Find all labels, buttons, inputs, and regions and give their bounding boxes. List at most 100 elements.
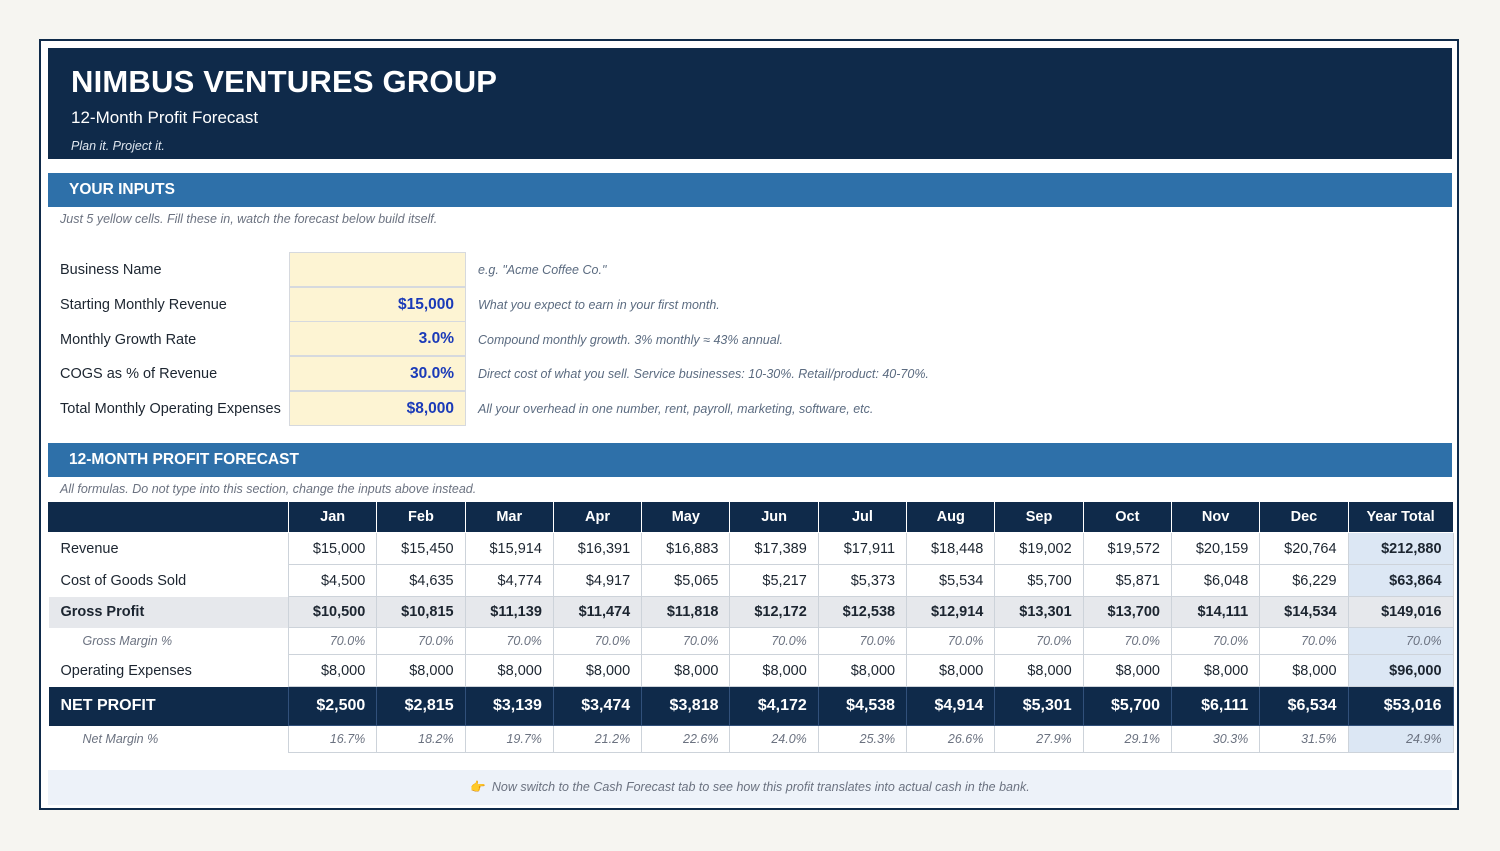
cell-gross-margin-mar[interactable]: 70.0% [464,627,554,655]
cell-net-margin-feb[interactable]: 18.2% [376,725,466,753]
cell-net-profit-jun[interactable]: $4,172 [729,686,819,726]
cell-net-margin-mar[interactable]: 19.7% [464,725,554,753]
cell-net-profit-year-total[interactable]: $53,016 [1347,686,1454,726]
cell-operating-expenses-nov[interactable]: $8,000 [1170,654,1261,687]
cell-gross-profit-nov[interactable]: $14,111 [1170,596,1261,628]
cell-gross-margin-sep[interactable]: 70.0% [994,627,1084,655]
cell-operating-expenses-jul[interactable]: $8,000 [817,654,908,687]
cell-cogs-mar[interactable]: $4,774 [464,564,554,597]
cell-gross-profit-mar[interactable]: $11,139 [464,596,554,628]
cell-gross-margin-oct[interactable]: 70.0% [1082,627,1172,655]
cell-cogs-oct[interactable]: $5,871 [1082,564,1172,597]
cell-revenue-sep[interactable]: $19,002 [994,532,1084,565]
cell-net-margin-dec[interactable]: 31.5% [1259,725,1349,753]
starting-revenue-cell[interactable]: $15,000 [289,287,466,322]
cell-gross-margin-apr[interactable]: 70.0% [552,627,643,655]
cell-net-profit-apr[interactable]: $3,474 [552,686,643,726]
cell-operating-expenses-oct[interactable]: $8,000 [1082,654,1172,687]
cell-net-profit-oct[interactable]: $5,700 [1082,686,1172,726]
cell-revenue-mar[interactable]: $15,914 [464,532,554,565]
cell-gross-profit-may[interactable]: $11,818 [641,596,731,628]
cell-net-profit-nov[interactable]: $6,111 [1170,686,1261,726]
cell-net-margin-aug[interactable]: 26.6% [906,725,996,753]
cell-revenue-apr[interactable]: $16,391 [552,532,643,565]
cell-net-profit-dec[interactable]: $6,534 [1259,686,1349,726]
cell-cogs-nov[interactable]: $6,048 [1170,564,1261,597]
cell-net-margin-year-total[interactable]: 24.9% [1347,725,1454,753]
cell-revenue-feb[interactable]: $15,450 [376,532,466,565]
cell-gross-profit-oct[interactable]: $13,700 [1082,596,1172,628]
cell-net-profit-aug[interactable]: $4,914 [906,686,996,726]
cell-gross-margin-jan[interactable]: 70.0% [287,627,378,655]
cell-revenue-jul[interactable]: $17,911 [817,532,908,565]
cell-revenue-oct[interactable]: $19,572 [1082,532,1172,565]
cell-operating-expenses-jan[interactable]: $8,000 [287,654,378,687]
cell-gross-profit-sep[interactable]: $13,301 [994,596,1084,628]
cell-revenue-jun[interactable]: $17,389 [729,532,819,565]
cell-gross-margin-dec[interactable]: 70.0% [1259,627,1349,655]
cell-operating-expenses-year-total[interactable]: $96,000 [1347,654,1454,687]
cell-gross-profit-year-total[interactable]: $149,016 [1347,596,1454,628]
cell-net-margin-jun[interactable]: 24.0% [729,725,819,753]
cell-operating-expenses-apr[interactable]: $8,000 [552,654,643,687]
cell-operating-expenses-mar[interactable]: $8,000 [464,654,554,687]
cell-gross-margin-nov[interactable]: 70.0% [1170,627,1261,655]
cell-operating-expenses-feb[interactable]: $8,000 [376,654,466,687]
company-title: NIMBUS VENTURES GROUP [71,64,498,99]
cell-cogs-apr[interactable]: $4,917 [552,564,643,597]
cell-net-margin-nov[interactable]: 30.3% [1170,725,1261,753]
cell-net-margin-jan[interactable]: 16.7% [287,725,378,753]
forecast-table: Jan Feb Mar Apr May Jun Jul Aug Sep Oct Nov Dec Year… [48,501,1454,753]
cell-cogs-feb[interactable]: $4,635 [376,564,466,597]
cell-gross-profit-dec[interactable]: $14,534 [1259,596,1349,628]
cell-cogs-year-total[interactable]: $63,864 [1347,564,1454,597]
cell-operating-expenses-dec[interactable]: $8,000 [1259,654,1349,687]
operating-expenses-cell[interactable]: $8,000 [289,391,466,426]
cell-gross-margin-year-total[interactable]: 70.0% [1347,627,1454,655]
cell-gross-margin-may[interactable]: 70.0% [641,627,731,655]
cell-gross-margin-aug[interactable]: 70.0% [906,627,996,655]
cell-revenue-may[interactable]: $16,883 [641,532,731,565]
cell-operating-expenses-jun[interactable]: $8,000 [729,654,819,687]
cell-gross-margin-jun[interactable]: 70.0% [729,627,819,655]
cell-net-margin-apr[interactable]: 21.2% [552,725,643,753]
cell-operating-expenses-may[interactable]: $8,000 [641,654,731,687]
cell-gross-profit-jun[interactable]: $12,172 [729,596,819,628]
cell-net-margin-sep[interactable]: 27.9% [994,725,1084,753]
cell-gross-margin-jul[interactable]: 70.0% [817,627,908,655]
cell-cogs-dec[interactable]: $6,229 [1259,564,1349,597]
cell-gross-profit-jul[interactable]: $12,538 [817,596,908,628]
cogs-percent-cell[interactable]: 30.0% [289,356,466,391]
cell-cogs-sep[interactable]: $5,700 [994,564,1084,597]
cell-cogs-may[interactable]: $5,065 [641,564,731,597]
cell-revenue-nov[interactable]: $20,159 [1170,532,1261,565]
cell-net-margin-may[interactable]: 22.6% [641,725,731,753]
cell-cogs-jan[interactable]: $4,500 [287,564,378,597]
cell-net-profit-jan[interactable]: $2,500 [287,686,378,726]
footer-tip: 👉 Now switch to the Cash Forecast tab to … [48,770,1452,805]
cell-net-profit-jul[interactable]: $4,538 [817,686,908,726]
cell-net-profit-mar[interactable]: $3,139 [464,686,554,726]
cell-net-profit-may[interactable]: $3,818 [641,686,731,726]
cell-cogs-aug[interactable]: $5,534 [906,564,996,597]
cell-gross-profit-aug[interactable]: $12,914 [906,596,996,628]
cell-net-profit-sep[interactable]: $5,301 [994,686,1084,726]
cell-revenue-year-total[interactable]: $212,880 [1347,532,1454,565]
cell-gross-margin-feb[interactable]: 70.0% [376,627,466,655]
cell-operating-expenses-sep[interactable]: $8,000 [994,654,1084,687]
business-name-cell[interactable] [289,252,466,287]
cell-cogs-jun[interactable]: $5,217 [729,564,819,597]
cell-net-margin-oct[interactable]: 29.1% [1082,725,1172,753]
growth-rate-cell[interactable]: 3.0% [289,321,466,356]
cell-operating-expenses-aug[interactable]: $8,000 [906,654,996,687]
cell-cogs-jul[interactable]: $5,373 [817,564,908,597]
cell-gross-profit-feb[interactable]: $10,815 [376,596,466,628]
row-revenue: Revenue $15,000 $15,450 $15,914 $16,391 $16,8… [49,532,1454,565]
cell-net-profit-feb[interactable]: $2,815 [376,686,466,726]
cell-net-margin-jul[interactable]: 25.3% [817,725,908,753]
cell-revenue-dec[interactable]: $20,764 [1259,532,1349,565]
cell-revenue-jan[interactable]: $15,000 [287,532,378,565]
cell-revenue-aug[interactable]: $18,448 [906,532,996,565]
cell-gross-profit-jan[interactable]: $10,500 [287,596,378,628]
cell-gross-profit-apr[interactable]: $11,474 [552,596,643,628]
